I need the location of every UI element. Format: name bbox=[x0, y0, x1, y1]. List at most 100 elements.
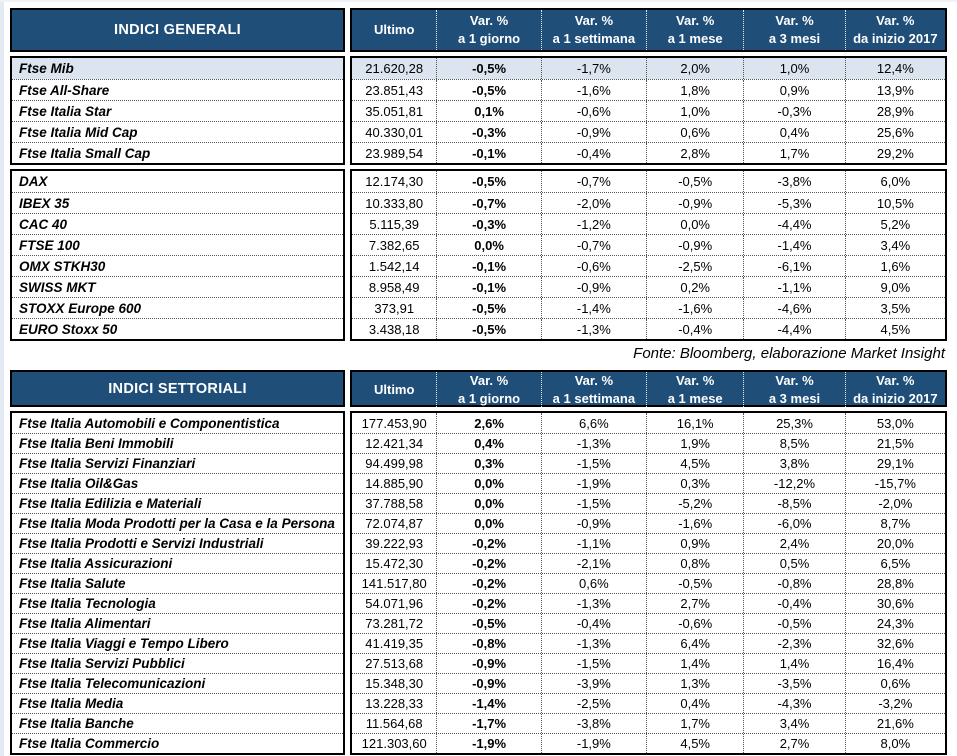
var-pct-value: -0,6% bbox=[540, 101, 646, 121]
index-name: SWISS MKT bbox=[12, 276, 343, 297]
var-pct-value: -4,4% bbox=[743, 214, 844, 234]
var-pct-value: 1,4% bbox=[646, 654, 743, 673]
var-pct-value: -0,2% bbox=[436, 554, 540, 573]
table-row: 15.472,30 -0,2% -2,1% 0,8% 0,5% 6,5% bbox=[352, 553, 945, 573]
column-header-line: Ultimo bbox=[373, 22, 415, 38]
index-name: Ftse Italia Viaggi e Tempo Libero bbox=[12, 633, 343, 653]
var-pct-value: -1,5% bbox=[540, 494, 646, 513]
var-pct-value: -0,1% bbox=[436, 143, 540, 163]
var-pct-value: 1,0% bbox=[743, 58, 844, 79]
column-header-line: a 1 settimana bbox=[552, 390, 636, 406]
var-pct-value: 1,9% bbox=[646, 434, 743, 453]
column-headers: Ultimo Var. % a 1 giorno Var. % a 1 settim… bbox=[350, 8, 947, 52]
var-pct-value: -0,7% bbox=[540, 235, 646, 255]
var-pct-value: 0,0% bbox=[646, 214, 743, 234]
var-pct-value: 0,9% bbox=[743, 80, 844, 100]
var-pct-value: 4,5% bbox=[646, 454, 743, 473]
var-pct-value: 25,6% bbox=[844, 122, 945, 142]
page-top-margin bbox=[0, 0, 957, 2]
ultimo-value: 7.382,65 bbox=[368, 237, 420, 253]
var-pct-value: 0,5% bbox=[743, 554, 844, 573]
var-pct-value: -2,0% bbox=[844, 494, 945, 513]
var-pct-value: -0,2% bbox=[436, 594, 540, 613]
index-name: Ftse Italia Media bbox=[12, 693, 343, 713]
var-pct-value: -1,3% bbox=[540, 434, 646, 453]
var-pct-value: -0,3% bbox=[436, 214, 540, 234]
table-title-indici-settoriali: INDICI SETTORIALI bbox=[10, 370, 345, 407]
column-header-line: Var. % bbox=[469, 13, 509, 29]
var-pct-value: 0,6% bbox=[540, 574, 646, 593]
sector-indices-header: INDICI SETTORIALI Ultimo Var. % a 1 giorn… bbox=[10, 370, 947, 408]
table-row: 94.499,98 0,3% -1,5% 4,5% 3,8% 29,1% bbox=[352, 453, 945, 473]
var-pct-value: 28,9% bbox=[844, 101, 945, 121]
var-pct-value: -1,7% bbox=[540, 58, 646, 79]
var-pct-value: -0,5% bbox=[436, 171, 540, 192]
var-pct-value: 53,0% bbox=[844, 413, 945, 433]
index-name: FTSE 100 bbox=[12, 234, 343, 255]
index-name: Ftse Italia Assicurazioni bbox=[12, 553, 343, 573]
var-pct-value: -1,1% bbox=[743, 277, 844, 297]
var-pct-value: 1,4% bbox=[743, 654, 844, 673]
ultimo-value: 94.499,98 bbox=[365, 456, 424, 471]
index-name: Ftse Italia Automobili e Componentistica bbox=[19, 415, 280, 431]
var-pct-value: -1,6% bbox=[646, 514, 743, 533]
var-pct-value: 4,5% bbox=[844, 319, 945, 339]
var-pct-value: 8,7% bbox=[844, 514, 945, 533]
column-header-line: Var. % bbox=[574, 373, 614, 388]
ultimo-value: 41.419,35 bbox=[365, 636, 424, 651]
var-pct-value: 0,1% bbox=[436, 101, 540, 121]
var-pct-value: 0,4% bbox=[743, 122, 844, 142]
ultimo-value: 13.228,33 bbox=[365, 696, 424, 711]
table-title-indici-generali: INDICI GENERALI bbox=[10, 8, 345, 52]
var-pct-value: 3,4% bbox=[844, 235, 945, 255]
table-row: 54.071,96 -0,2% -1,3% 2,7% -0,4% 30,6% bbox=[352, 593, 945, 613]
ultimo-value: 3.438,18 bbox=[368, 321, 420, 337]
var-pct-value: 32,6% bbox=[844, 634, 945, 653]
column-header-var-da-inizio-2017: Var. % da inizio 2017 bbox=[844, 372, 945, 408]
column-header-line: Ultimo bbox=[373, 381, 415, 397]
index-name-column: Ftse Mib Ftse All-Share Ftse Italia Star Ft… bbox=[10, 56, 345, 165]
index-name: IBEX 35 bbox=[12, 192, 343, 213]
var-pct-value: -0,9% bbox=[540, 277, 646, 297]
var-pct-value: 0,2% bbox=[646, 277, 743, 297]
var-pct-value: 30,6% bbox=[844, 594, 945, 613]
column-headers: Ultimo Var. % a 1 giorno Var. % a 1 settim… bbox=[350, 370, 947, 408]
column-header-ultimo: Ultimo bbox=[352, 10, 436, 50]
var-pct-value: -0,6% bbox=[540, 256, 646, 276]
var-pct-value: -0,4% bbox=[743, 594, 844, 613]
var-pct-value: -0,5% bbox=[646, 171, 743, 192]
table-row: 21.620,28 -0,5% -1,7% 2,0% 1,0% 12,4% bbox=[352, 58, 945, 79]
var-pct-value: -1,9% bbox=[540, 734, 646, 753]
var-pct-value: -3,2% bbox=[844, 694, 945, 713]
column-header-line: Var. % bbox=[676, 13, 715, 29]
table-row: 23.989,54 -0,1% -0,4% 2,8% 1,7% 29,2% bbox=[352, 142, 945, 163]
index-name: Ftse Italia Mid Cap bbox=[12, 121, 343, 142]
column-header-var-1-settimana: Var. % a 1 settimana bbox=[540, 372, 646, 408]
table-row: 12.421,34 0,4% -1,3% 1,9% 8,5% 21,5% bbox=[352, 433, 945, 453]
index-name: Ftse Italia Star bbox=[12, 100, 343, 121]
index-name: Ftse Italia Alimentari bbox=[12, 613, 343, 633]
column-header-var-1-mese: Var. % a 1 mese bbox=[646, 372, 743, 408]
var-pct-value: 6,0% bbox=[844, 171, 945, 192]
var-pct-value: -1,4% bbox=[436, 694, 540, 713]
var-pct-value: 29,2% bbox=[844, 143, 945, 163]
ultimo-value: 8.958,49 bbox=[368, 279, 420, 295]
index-name: Ftse Italia Beni Immobili bbox=[12, 433, 343, 453]
var-pct-value: 29,1% bbox=[844, 454, 945, 473]
table-row: 15.348,30 -0,9% -3,9% 1,3% -3,5% 0,6% bbox=[352, 673, 945, 693]
var-pct-value: 16,4% bbox=[844, 654, 945, 673]
column-header-line: Var. % bbox=[676, 373, 715, 388]
var-pct-value: -15,7% bbox=[844, 474, 945, 493]
var-pct-value: 2,8% bbox=[646, 143, 743, 163]
var-pct-value: -1,4% bbox=[743, 235, 844, 255]
var-pct-value: 0,0% bbox=[436, 235, 540, 255]
column-header-line: da inizio 2017 bbox=[853, 390, 938, 406]
var-pct-value: -1,6% bbox=[646, 298, 743, 318]
var-pct-value: -2,0% bbox=[540, 193, 646, 213]
var-pct-value: -0,9% bbox=[540, 122, 646, 142]
var-pct-value: -3,5% bbox=[743, 674, 844, 693]
ultimo-value: 141.517,80 bbox=[361, 576, 427, 591]
index-name: Ftse Italia Banche bbox=[12, 713, 343, 733]
index-name: EURO Stoxx 50 bbox=[12, 318, 343, 339]
